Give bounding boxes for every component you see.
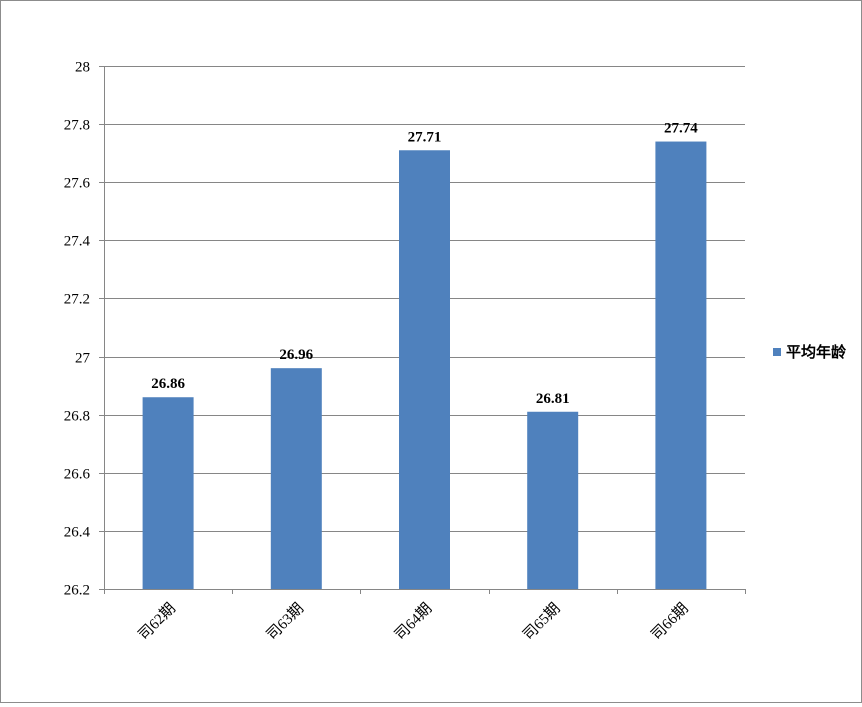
data-label: 26.96 [279, 347, 313, 363]
y-tick-label: 27.8 [64, 118, 90, 134]
legend-swatch [773, 348, 781, 356]
y-tick-label: 26.8 [64, 409, 90, 425]
bar [399, 150, 450, 589]
legend-label: 平均年龄 [786, 343, 847, 361]
data-labels: 26.86 26.96 27.71 26.81 27.74 [151, 121, 698, 407]
y-tick-label: 26.6 [64, 467, 91, 483]
x-axis-category-labels: 司62期 司63期 司64期 司65期 司66期 [135, 600, 692, 644]
data-label: 26.86 [151, 376, 185, 392]
category-label: 司64期 [391, 600, 435, 644]
category-label: 司62期 [135, 600, 179, 644]
y-tick-label: 27 [75, 351, 91, 367]
y-tick-label: 27.2 [64, 292, 90, 308]
bar [655, 141, 707, 590]
bar [527, 411, 579, 589]
category-label: 司66期 [648, 600, 692, 644]
y-tick-label: 26.2 [64, 583, 90, 599]
y-tick-label: 27.4 [64, 234, 91, 250]
category-label: 司65期 [520, 600, 564, 644]
category-label: 司63期 [263, 600, 307, 644]
y-tick-label: 27.6 [64, 176, 91, 192]
bar [270, 368, 322, 589]
bar [142, 397, 194, 589]
y-axis-tick-labels: 26.2 26.4 26.6 26.8 27 27.2 27.4 27.6 27.8 28 [64, 60, 91, 599]
legend: 平均年龄 [773, 343, 847, 361]
axes [99, 66, 746, 594]
bars [142, 141, 707, 590]
data-label: 27.71 [408, 129, 442, 145]
data-label: 27.74 [664, 121, 698, 137]
y-tick-label: 28 [75, 60, 90, 76]
data-label: 26.81 [536, 391, 570, 407]
y-tick-label: 26.4 [64, 525, 91, 541]
